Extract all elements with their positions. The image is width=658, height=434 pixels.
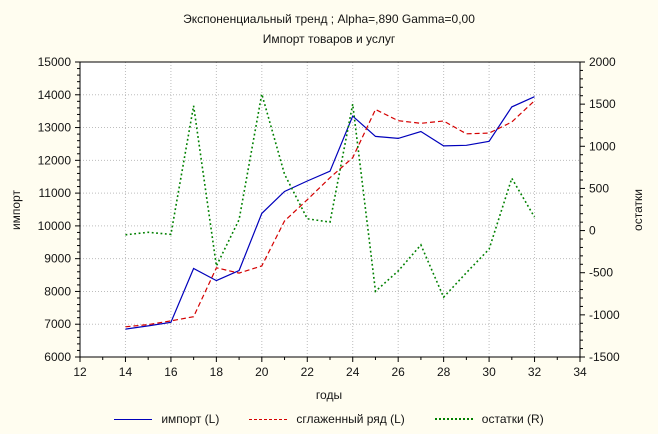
legend-item-residuals: остатки (R)	[434, 412, 544, 426]
chart-title: Экспоненциальный тренд ; Alpha=,890 Gamm…	[183, 12, 475, 26]
legend-label-smoothed: сглаженный ряд (L)	[296, 412, 405, 426]
svg-text:-500: -500	[589, 266, 613, 280]
svg-text:34: 34	[573, 365, 587, 379]
svg-text:2000: 2000	[589, 55, 616, 69]
legend-item-smoothed: сглаженный ряд (L)	[249, 412, 405, 426]
legend-line-sample-import	[114, 418, 153, 420]
svg-text:14: 14	[119, 365, 133, 379]
svg-text:14000: 14000	[38, 88, 72, 102]
legend-label-residuals: остатки (R)	[481, 412, 544, 426]
svg-text:12: 12	[73, 365, 87, 379]
svg-text:500: 500	[589, 181, 609, 195]
svg-text:30: 30	[482, 365, 496, 379]
legend-item-import: импорт (L)	[114, 412, 219, 426]
svg-text:12000: 12000	[38, 153, 72, 167]
svg-text:26: 26	[392, 365, 406, 379]
chart-subtitle: Импорт товаров и услуг	[262, 32, 396, 46]
svg-text:1000: 1000	[589, 139, 616, 153]
legend-line-sample-residuals	[434, 418, 473, 420]
svg-text:0: 0	[589, 224, 596, 238]
svg-text:7000: 7000	[44, 317, 71, 331]
y-axis-label-left: импорт	[9, 189, 23, 231]
svg-text:9000: 9000	[44, 252, 71, 266]
svg-text:11000: 11000	[39, 186, 72, 200]
svg-text:13000: 13000	[38, 121, 72, 135]
svg-text:32: 32	[528, 365, 542, 379]
x-axis-label: годы	[315, 388, 343, 402]
svg-text:28: 28	[437, 365, 451, 379]
svg-text:16: 16	[164, 365, 178, 379]
svg-text:20: 20	[255, 365, 269, 379]
svg-text:8000: 8000	[44, 284, 71, 298]
svg-text:-1500: -1500	[589, 350, 620, 364]
y-axis-label-right: остатки	[631, 189, 645, 231]
legend-line-sample-smoothed	[249, 418, 288, 420]
svg-text:10000: 10000	[38, 219, 72, 233]
svg-text:15000: 15000	[38, 55, 72, 69]
svg-text:22: 22	[301, 365, 315, 379]
svg-text:-1000: -1000	[589, 308, 620, 322]
svg-text:1500: 1500	[589, 97, 616, 111]
legend: импорт (L) сглаженный ряд (L) остатки (R…	[0, 412, 658, 426]
svg-text:6000: 6000	[44, 350, 71, 364]
legend-label-import: импорт (L)	[161, 412, 220, 426]
svg-text:24: 24	[346, 365, 360, 379]
svg-text:18: 18	[210, 365, 224, 379]
